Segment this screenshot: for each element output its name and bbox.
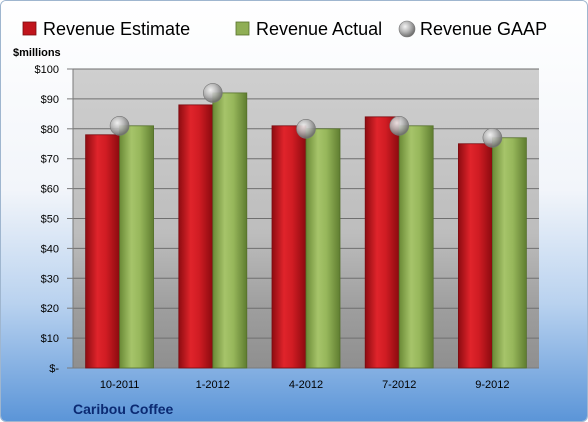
legend-swatch [235,21,250,36]
y-axis-ticks: $- $10 $20 $30 $40 $50 $60 $70 $80 $90 $100 [35,64,74,375]
marker-revenue-gaap [203,83,223,103]
x-tick-label: 9-2012 [475,379,509,391]
x-tick-label: 7-2012 [382,379,416,391]
legend-label: Revenue Estimate [43,19,190,39]
bar-revenue-actual [491,137,527,369]
x-tick-label: 10-2011 [100,379,140,391]
y-tick-label: $100 [35,64,59,76]
legend-item: Revenue GAAP [398,19,547,39]
gaap-markers [109,83,503,148]
marker-revenue-gaap [389,116,410,136]
bar-revenue-estimate [364,116,400,369]
bar-revenue-estimate [457,143,493,369]
y-axis-label: $millions [13,47,61,59]
legend-swatch [22,21,37,36]
marker-revenue-gaap [109,116,130,136]
legend-label: Revenue GAAP [420,19,547,39]
bar-revenue-estimate [85,134,120,369]
legend-item: Revenue Estimate [22,19,190,39]
y-tick-label: $- [49,363,59,375]
legend: Revenue Estimate Revenue Actual Revenue GA… [22,19,547,39]
y-tick-label: $70 [41,154,59,166]
marker-revenue-gaap [296,119,316,139]
x-tick-label: 4-2012 [289,379,323,391]
y-tick-label: $10 [41,333,59,345]
y-tick-label: $90 [41,94,59,106]
bar-revenue-estimate [271,125,307,369]
y-tick-label: $50 [41,214,59,226]
bar-revenue-actual [119,125,154,369]
company-label: Caribou Coffee [73,401,174,417]
y-tick-label: $40 [41,243,59,255]
legend-item: Revenue Actual [235,19,382,39]
bar-revenue-actual [398,125,434,369]
marker-revenue-gaap [482,127,503,148]
y-tick-label: $80 [41,124,59,136]
bar-revenue-estimate [178,104,214,369]
y-tick-label: $20 [41,303,59,315]
x-tick-label: 1-2012 [196,379,230,391]
bars [85,92,527,369]
legend-label: Revenue Actual [256,19,382,39]
bar-revenue-actual [212,92,248,369]
bar-revenue-actual [305,128,341,369]
y-tick-label: $60 [41,184,59,196]
legend-swatch [398,20,416,38]
x-axis-ticks: 10-2011 1-2012 4-2012 7-2012 9-2012 [100,379,510,391]
y-tick-label: $30 [41,273,59,285]
